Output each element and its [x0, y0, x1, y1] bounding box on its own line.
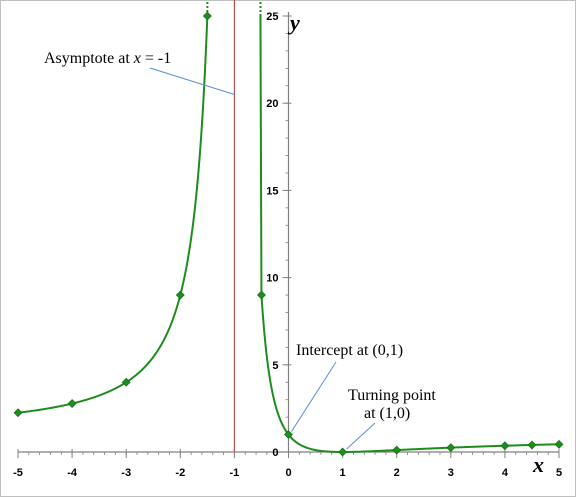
data-point [284, 430, 293, 439]
axes: -5 -4 -3 -2 -1 0 1 2 3 4 5 0 5 10 15 20 25 y x [13, 10, 562, 479]
x-tick-label: 3 [448, 467, 454, 479]
annotation-asymptote: Asymptote at x = -1 [44, 50, 171, 67]
x-tick-label: -3 [121, 467, 131, 479]
y-axis-title: y [287, 10, 300, 35]
y-tick-label: 15 [266, 185, 278, 197]
data-point [554, 439, 564, 449]
annotation-turning-point: Turning point [348, 387, 436, 404]
data-point [67, 399, 77, 408]
data-point [121, 377, 131, 387]
curve-left-branch [17, 15, 209, 414]
data-point [392, 445, 402, 455]
x-tick-label: -5 [13, 467, 23, 479]
data-point [175, 290, 185, 300]
data-point [13, 408, 23, 418]
annotation-asymptote-leader [149, 67, 235, 95]
x-tick-label: -4 [67, 467, 78, 479]
x-axis-title: x [532, 452, 544, 477]
data-point [338, 447, 348, 457]
x-tick-label: 0 [285, 467, 291, 479]
y-tick-label: 5 [272, 360, 278, 372]
annotation-turning-point-line2: at (1,0) [364, 405, 410, 422]
y-tick-label: 25 [266, 11, 278, 23]
annotations-group: Asymptote at x = -1 Intercept at (0,1) Tur… [44, 50, 436, 450]
data-point [446, 443, 456, 453]
data-point [527, 440, 537, 450]
x-tick-label: -1 [230, 467, 240, 479]
data-point [202, 11, 212, 21]
data-point [500, 441, 510, 451]
y-tick-label: 0 [272, 447, 278, 459]
y-tick-label: 20 [266, 98, 278, 110]
x-tick-label: 4 [502, 467, 509, 479]
curve-right-upper [259, 15, 263, 296]
annotation-turning-point-leader [346, 422, 376, 450]
curve-right-branch [260, 294, 560, 453]
x-tick-label: 1 [340, 467, 346, 479]
y-tick-label: 10 [266, 273, 278, 285]
curve-group [13, 2, 564, 457]
data-point [257, 290, 266, 300]
annotation-intercept: Intercept at (0,1) [296, 342, 403, 359]
x-tick-label: 2 [394, 467, 400, 479]
annotation-intercept-leader [291, 361, 337, 432]
x-tick-label: -2 [175, 467, 185, 479]
x-tick-label: 5 [556, 467, 562, 479]
